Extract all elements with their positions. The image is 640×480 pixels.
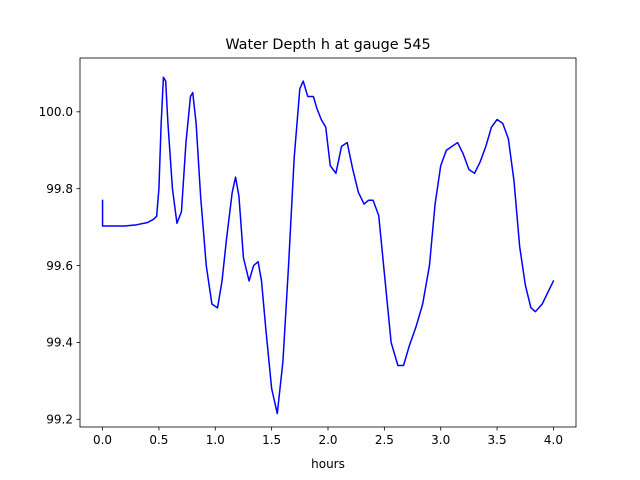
x-tick-label: 3.5 xyxy=(488,433,507,447)
y-tick-label: 99.8 xyxy=(46,182,73,196)
axis-ticks: 0.0 0.5 1.0 1.5 2.0 2.5 3.0 3.5 4.0 99.2 99.4 99.6 9… xyxy=(39,105,563,447)
x-tick-label: 1.5 xyxy=(262,433,281,447)
x-tick-label: 2.5 xyxy=(375,433,394,447)
y-tick-label: 100.0 xyxy=(39,105,73,119)
x-tick-label: 1.0 xyxy=(206,433,225,447)
x-tick-label: 2.0 xyxy=(318,433,337,447)
y-tick-label: 99.4 xyxy=(46,336,73,350)
y-tick-label: 99.2 xyxy=(46,413,73,427)
x-axis-label: hours xyxy=(311,457,345,471)
x-tick-label: 3.0 xyxy=(431,433,450,447)
x-tick-label: 0.5 xyxy=(149,433,168,447)
series-line-0 xyxy=(101,76,555,415)
y-tick-label: 99.6 xyxy=(46,259,73,273)
chart-title: Water Depth h at gauge 545 xyxy=(225,37,430,53)
x-tick-label: 4.0 xyxy=(544,433,563,447)
x-tick-label: 0.0 xyxy=(93,433,112,447)
